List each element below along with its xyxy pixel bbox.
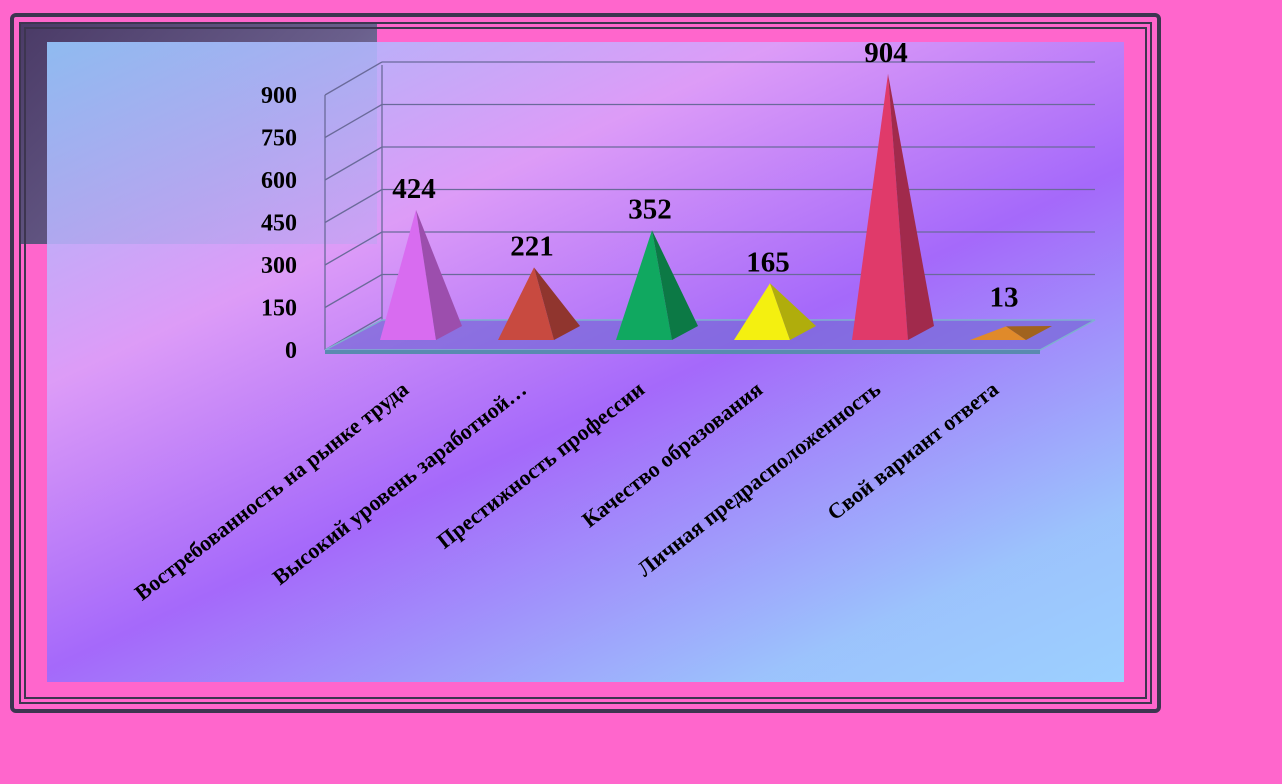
pyramid-side-face (416, 209, 462, 340)
y-tick-label: 750 (261, 126, 297, 152)
y-tick-label: 150 (261, 296, 297, 322)
category-label: Личная предрасположенность (632, 376, 885, 581)
pyramid-bar (852, 73, 934, 340)
pyramid-side-face (652, 230, 698, 340)
y-tick-label: 600 (261, 168, 297, 194)
floor-edge (325, 350, 1040, 354)
data-label: 424 (392, 173, 436, 205)
data-label: 13 (990, 281, 1019, 313)
pyramid-front-face (970, 326, 1026, 340)
side-gridline (324, 188, 383, 224)
outer-frame (10, 13, 1161, 713)
y-tick-label: 450 (261, 211, 297, 237)
y-tick-label: 300 (261, 253, 297, 279)
data-label: 165 (746, 246, 790, 278)
pyramid-bar (616, 230, 698, 340)
inner-frame-2 (24, 27, 1147, 699)
pyramid-bars (380, 73, 1052, 340)
chart-panel (47, 42, 1124, 682)
y-tick-label: 900 (261, 83, 297, 109)
pyramid-bar (380, 209, 462, 340)
pyramid-bar (734, 283, 816, 340)
pyramid-front-face (616, 230, 672, 340)
category-label: Высокий уровень заработной… (268, 376, 532, 590)
data-label: 904 (864, 37, 908, 69)
side-gridline (324, 146, 383, 181)
pyramid-bar (970, 326, 1052, 340)
inner-frame (19, 22, 1152, 704)
pyramid-side-face (1006, 326, 1052, 340)
pyramid-front-face (380, 209, 436, 340)
side-gridline (324, 273, 383, 309)
pyramid-side-face (534, 267, 580, 340)
gridlines (324, 61, 1095, 351)
pyramid-front-face (734, 283, 790, 340)
side-gridline (324, 231, 383, 266)
pyramid-side-face (888, 73, 934, 340)
pyramid-front-face (498, 267, 554, 340)
pyramid-front-face (852, 73, 908, 340)
y-tick-label: 0 (285, 338, 297, 364)
side-gridline (324, 103, 383, 139)
y-axis-ticks: 0 150 300 450 600 750 900 (261, 83, 297, 364)
data-label: 352 (628, 193, 672, 225)
side-gridline (324, 61, 383, 96)
category-label: Престижность профессии (432, 376, 649, 554)
pyramid-bar (498, 267, 580, 340)
pyramid-side-face (770, 283, 816, 340)
data-labels: 424 221 352 165 904 13 (392, 37, 1018, 313)
data-label: 221 (510, 230, 554, 262)
